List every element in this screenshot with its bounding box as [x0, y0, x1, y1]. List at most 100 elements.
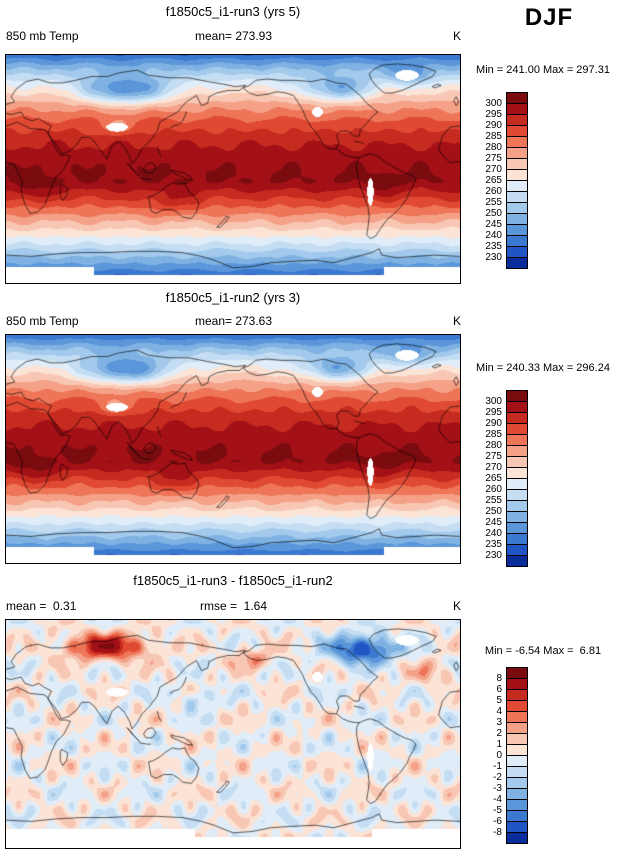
- colorbar-swatch: [507, 137, 527, 148]
- colorbar-tick-label: 235: [485, 539, 502, 550]
- colorbar-swatch: [507, 734, 527, 745]
- colorbar-swatch: [507, 247, 527, 258]
- colorbar-swatch: [507, 556, 527, 566]
- colorbar-tick-label: 265: [485, 175, 502, 186]
- panel-run2: f1850c5_i1-run2 (yrs 3) 850 mb Temp mean…: [0, 287, 621, 570]
- colorbar-tick-label: 250: [485, 506, 502, 517]
- colorbar-swatch: [507, 723, 527, 734]
- colorbar-swatch: [507, 679, 527, 690]
- colorbar-tick-label: -8: [493, 827, 502, 838]
- colorbar-tick-label: 300: [485, 396, 502, 407]
- colorbar-tick-label: 255: [485, 197, 502, 208]
- colorbar-tick-label: -3: [493, 783, 502, 794]
- colorbar-swatch: [507, 668, 527, 679]
- colorbar-swatch: [507, 778, 527, 789]
- mean-label: mean= 273.63: [194, 314, 273, 328]
- units-label: K: [452, 29, 461, 43]
- colorbar-swatch: [507, 236, 527, 247]
- colorbar-tick-label: 260: [485, 484, 502, 495]
- colorbar-tick-label: 8: [496, 673, 502, 684]
- variable-label: 850 mb Temp: [6, 29, 79, 43]
- colorbar-tick-label: 250: [485, 208, 502, 219]
- colorbar-tick-label: 260: [485, 186, 502, 197]
- colorbar-swatch: [507, 712, 527, 723]
- map-run2: [5, 334, 461, 564]
- colorbar-swatches: [506, 92, 528, 269]
- colorbar-swatch: [507, 391, 527, 402]
- colorbar-tick-label: 265: [485, 473, 502, 484]
- colorbar-tick-label: -5: [493, 805, 502, 816]
- colorbar-swatch: [507, 512, 527, 523]
- colorbar-tick-label: 235: [485, 241, 502, 252]
- panel-header-row: 850 mb Temp mean= 273.93 K: [6, 29, 461, 44]
- colorbar-tick-label: -1: [493, 761, 502, 772]
- colorbar-swatch: [507, 402, 527, 413]
- colorbar-tick-label: 3: [496, 717, 502, 728]
- colorbar-swatch: [507, 424, 527, 435]
- rmse-label: rmse = 1.64: [199, 599, 268, 613]
- temperature-map-canvas-run3: [6, 55, 460, 283]
- colorbar-labels: 300 295 290 285 280 275 270 265 260 255 250 245 240 2…: [462, 92, 506, 269]
- panel-title: f1850c5_i1-run2 (yrs 3): [165, 290, 301, 305]
- colorbar-swatch: [507, 159, 527, 170]
- colorbar-swatch: [507, 811, 527, 822]
- colorbar-swatch: [507, 690, 527, 701]
- colorbar-swatch: [507, 534, 527, 545]
- colorbar-swatch: [507, 192, 527, 203]
- colorbar-labels: 8 6 5 4 3 2 1 0 -1 -2 -3 -4 -5 -6 -8: [462, 667, 506, 844]
- colorbar-swatch: [507, 126, 527, 137]
- colorbar-difference: 8 6 5 4 3 2 1 0 -1 -2 -3 -4 -5 -6 -8: [462, 667, 528, 844]
- colorbar-swatch: [507, 767, 527, 778]
- colorbar-tick-label: 275: [485, 451, 502, 462]
- colorbar-tick-label: 280: [485, 142, 502, 153]
- panel-header-row: mean = 0.31 rmse = 1.64 K: [6, 599, 461, 614]
- colorbar-tick-label: -4: [493, 794, 502, 805]
- colorbar-tick-label: 245: [485, 219, 502, 230]
- colorbar-tick-label: 245: [485, 517, 502, 528]
- colorbar-tick-label: 1: [496, 739, 502, 750]
- colorbar-swatch: [507, 258, 527, 268]
- panel-title: f1850c5_i1-run3 - f1850c5_i1-run2: [133, 573, 333, 588]
- minmax-label: Min = 241.00 Max = 297.31: [476, 64, 610, 76]
- mean-label: mean= 273.93: [194, 29, 273, 43]
- colorbar-tick-label: 240: [485, 528, 502, 539]
- colorbar-tick-label: 285: [485, 429, 502, 440]
- colorbar-swatch: [507, 115, 527, 126]
- minmax-label: Min = 240.33 Max = 296.24: [476, 362, 610, 374]
- colorbar-swatch: [507, 93, 527, 104]
- colorbar-swatch: [507, 745, 527, 756]
- colorbar-tick-label: 285: [485, 131, 502, 142]
- colorbar-run3: 300 295 290 285 280 275 270 265 260 255 250 245 240 2…: [462, 92, 528, 269]
- colorbar-swatch: [507, 170, 527, 181]
- colorbar-swatch: [507, 457, 527, 468]
- colorbar-tick-label: 255: [485, 495, 502, 506]
- colorbar-tick-label: 295: [485, 109, 502, 120]
- variable-label: 850 mb Temp: [6, 314, 79, 328]
- colorbar-tick-label: -2: [493, 772, 502, 783]
- colorbar-swatch: [507, 833, 527, 843]
- colorbar-swatches: [506, 390, 528, 567]
- units-label: K: [452, 314, 461, 328]
- colorbar-tick-label: 6: [496, 684, 502, 695]
- colorbar-tick-label: 240: [485, 230, 502, 241]
- panel-header-row: 850 mb Temp mean= 273.63 K: [6, 314, 461, 329]
- colorbar-swatch: [507, 225, 527, 236]
- colorbar-swatch: [507, 501, 527, 512]
- colorbar-tick-label: 275: [485, 153, 502, 164]
- colorbar-swatch: [507, 468, 527, 479]
- colorbar-swatches: [506, 667, 528, 844]
- colorbar-swatch: [507, 104, 527, 115]
- colorbar-tick-label: 295: [485, 407, 502, 418]
- difference-map-canvas: [6, 620, 460, 848]
- colorbar-swatch: [507, 822, 527, 833]
- colorbar-swatch: [507, 435, 527, 446]
- colorbar-tick-label: 5: [496, 695, 502, 706]
- colorbar-tick-label: 270: [485, 462, 502, 473]
- colorbar-swatch: [507, 523, 527, 534]
- colorbar-run2: 300 295 290 285 280 275 270 265 260 255 250 245 240 2…: [462, 390, 528, 567]
- colorbar-tick-label: 300: [485, 98, 502, 109]
- colorbar-tick-label: 0: [496, 750, 502, 761]
- panel-run3: f1850c5_i1-run3 (yrs 5) 850 mb Temp mean…: [0, 0, 621, 287]
- colorbar-tick-label: 270: [485, 164, 502, 175]
- colorbar-tick-label: 280: [485, 440, 502, 451]
